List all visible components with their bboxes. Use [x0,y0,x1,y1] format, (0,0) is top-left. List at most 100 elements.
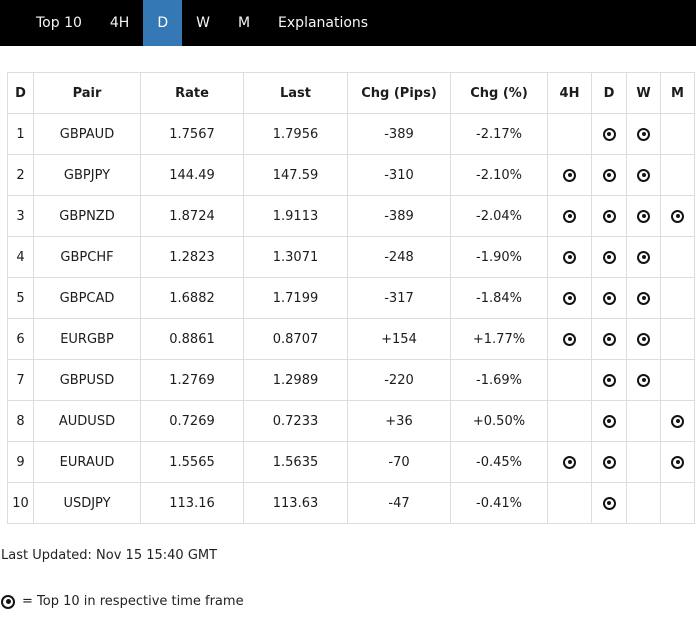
header-w: W [626,72,661,114]
top10-marker-icon [602,496,616,510]
table-row: 7 GBPUSD 1.2769 1.2989 -220 -1.69% [7,359,695,401]
chg-pct-cell: +0.50% [450,400,548,442]
last-cell: 1.7199 [243,277,348,319]
tf-4h-cell [547,359,592,401]
table-row: 5 GBPCAD 1.6882 1.7199 -317 -1.84% [7,277,695,319]
last-cell: 0.8707 [243,318,348,360]
header-4h: 4H [547,72,592,114]
rate-cell: 1.6882 [140,277,244,319]
chg-pips-cell: +154 [347,318,451,360]
last-cell: 1.7956 [243,113,348,155]
rank-cell: 6 [7,318,34,360]
top10-marker-icon [671,455,684,469]
pair-cell: GBPCHF [33,236,141,278]
top10-marker-icon [602,168,616,182]
chg-pct-cell: -0.41% [450,482,548,524]
table-row: 9 EURAUD 1.5565 1.5635 -70 -0.45% [7,441,695,483]
tf-m-cell [660,113,695,155]
chg-pct-cell: -2.04% [450,195,548,237]
top10-marker-icon [602,209,616,223]
chg-pips-cell: -47 [347,482,451,524]
tf-d-cell [591,359,627,401]
chg-pips-cell: -310 [347,154,451,196]
top10-marker-icon [563,209,576,223]
chg-pct-cell: -2.10% [450,154,548,196]
rate-cell: 144.49 [140,154,244,196]
tab-top10[interactable]: Top 10 [36,15,82,31]
tf-w-cell [626,195,661,237]
tf-d-cell [591,154,627,196]
tf-m-cell [660,195,695,237]
rank-cell: 3 [7,195,34,237]
top10-marker-icon [602,455,616,469]
tf-w-cell [626,400,661,442]
tf-d-cell [591,441,627,483]
top10-marker-icon [637,168,650,182]
tab-monthly[interactable]: M [237,15,251,31]
tf-w-cell [626,113,661,155]
last-cell: 1.5635 [243,441,348,483]
tf-m-cell [660,400,695,442]
last-cell: 1.2989 [243,359,348,401]
chg-pct-cell: -1.90% [450,236,548,278]
chg-pips-cell: -389 [347,195,451,237]
top10-marker-icon [563,250,576,264]
chg-pips-cell: -220 [347,359,451,401]
chg-pips-cell: -248 [347,236,451,278]
timeframe-navbar: Top 10 4H D W M Explanations [0,0,696,46]
last-cell: 147.59 [243,154,348,196]
rank-cell: 9 [7,441,34,483]
tf-4h-cell [547,154,592,196]
chg-pct-cell: +1.77% [450,318,548,360]
tf-m-cell [660,236,695,278]
top10-marker-icon [637,332,650,346]
tf-4h-cell [547,195,592,237]
tf-4h-cell [547,318,592,360]
top10-marker-icon [637,373,650,387]
tf-4h-cell [547,482,592,524]
top10-marker-icon [563,332,576,346]
tf-m-cell [660,318,695,360]
rate-cell: 1.2823 [140,236,244,278]
tab-4h[interactable]: 4H [109,15,130,31]
tf-d-cell [591,195,627,237]
tf-w-cell [626,277,661,319]
tf-4h-cell [547,113,592,155]
tf-m-cell [660,482,695,524]
top10-marker-icon [637,250,650,264]
tf-4h-cell [547,400,592,442]
tf-d-cell [591,236,627,278]
pair-cell: GBPAUD [33,113,141,155]
last-cell: 1.9113 [243,195,348,237]
header-pair: Pair [33,72,141,114]
rank-cell: 8 [7,400,34,442]
rate-cell: 1.7567 [140,113,244,155]
top10-marker-icon [563,455,576,469]
table-body: 1 GBPAUD 1.7567 1.7956 -389 -2.17% 2 GBP… [7,113,695,524]
top10-table: D Pair Rate Last Chg (Pips) Chg (%) 4H D… [7,72,695,524]
chg-pct-cell: -0.45% [450,441,548,483]
chg-pct-cell: -2.17% [450,113,548,155]
rank-cell: 1 [7,113,34,155]
top10-marker-icon [602,414,616,428]
tab-explanations[interactable]: Explanations [278,15,369,31]
table-row: 4 GBPCHF 1.2823 1.3071 -248 -1.90% [7,236,695,278]
rank-cell: 2 [7,154,34,196]
rate-cell: 1.8724 [140,195,244,237]
tf-d-cell [591,400,627,442]
header-rank: D [7,72,34,114]
pair-cell: EURAUD [33,441,141,483]
tf-w-cell [626,154,661,196]
table-row: 2 GBPJPY 144.49 147.59 -310 -2.10% [7,154,695,196]
tab-weekly[interactable]: W [196,15,210,31]
header-last: Last [243,72,348,114]
tf-w-cell [626,482,661,524]
top10-marker-icon [637,291,650,305]
tab-daily[interactable]: D [143,0,183,46]
tf-m-cell [660,154,695,196]
top10-marker-icon [563,168,576,182]
pair-cell: GBPUSD [33,359,141,401]
chg-pips-cell: -70 [347,441,451,483]
top10-marker-icon [637,209,650,223]
